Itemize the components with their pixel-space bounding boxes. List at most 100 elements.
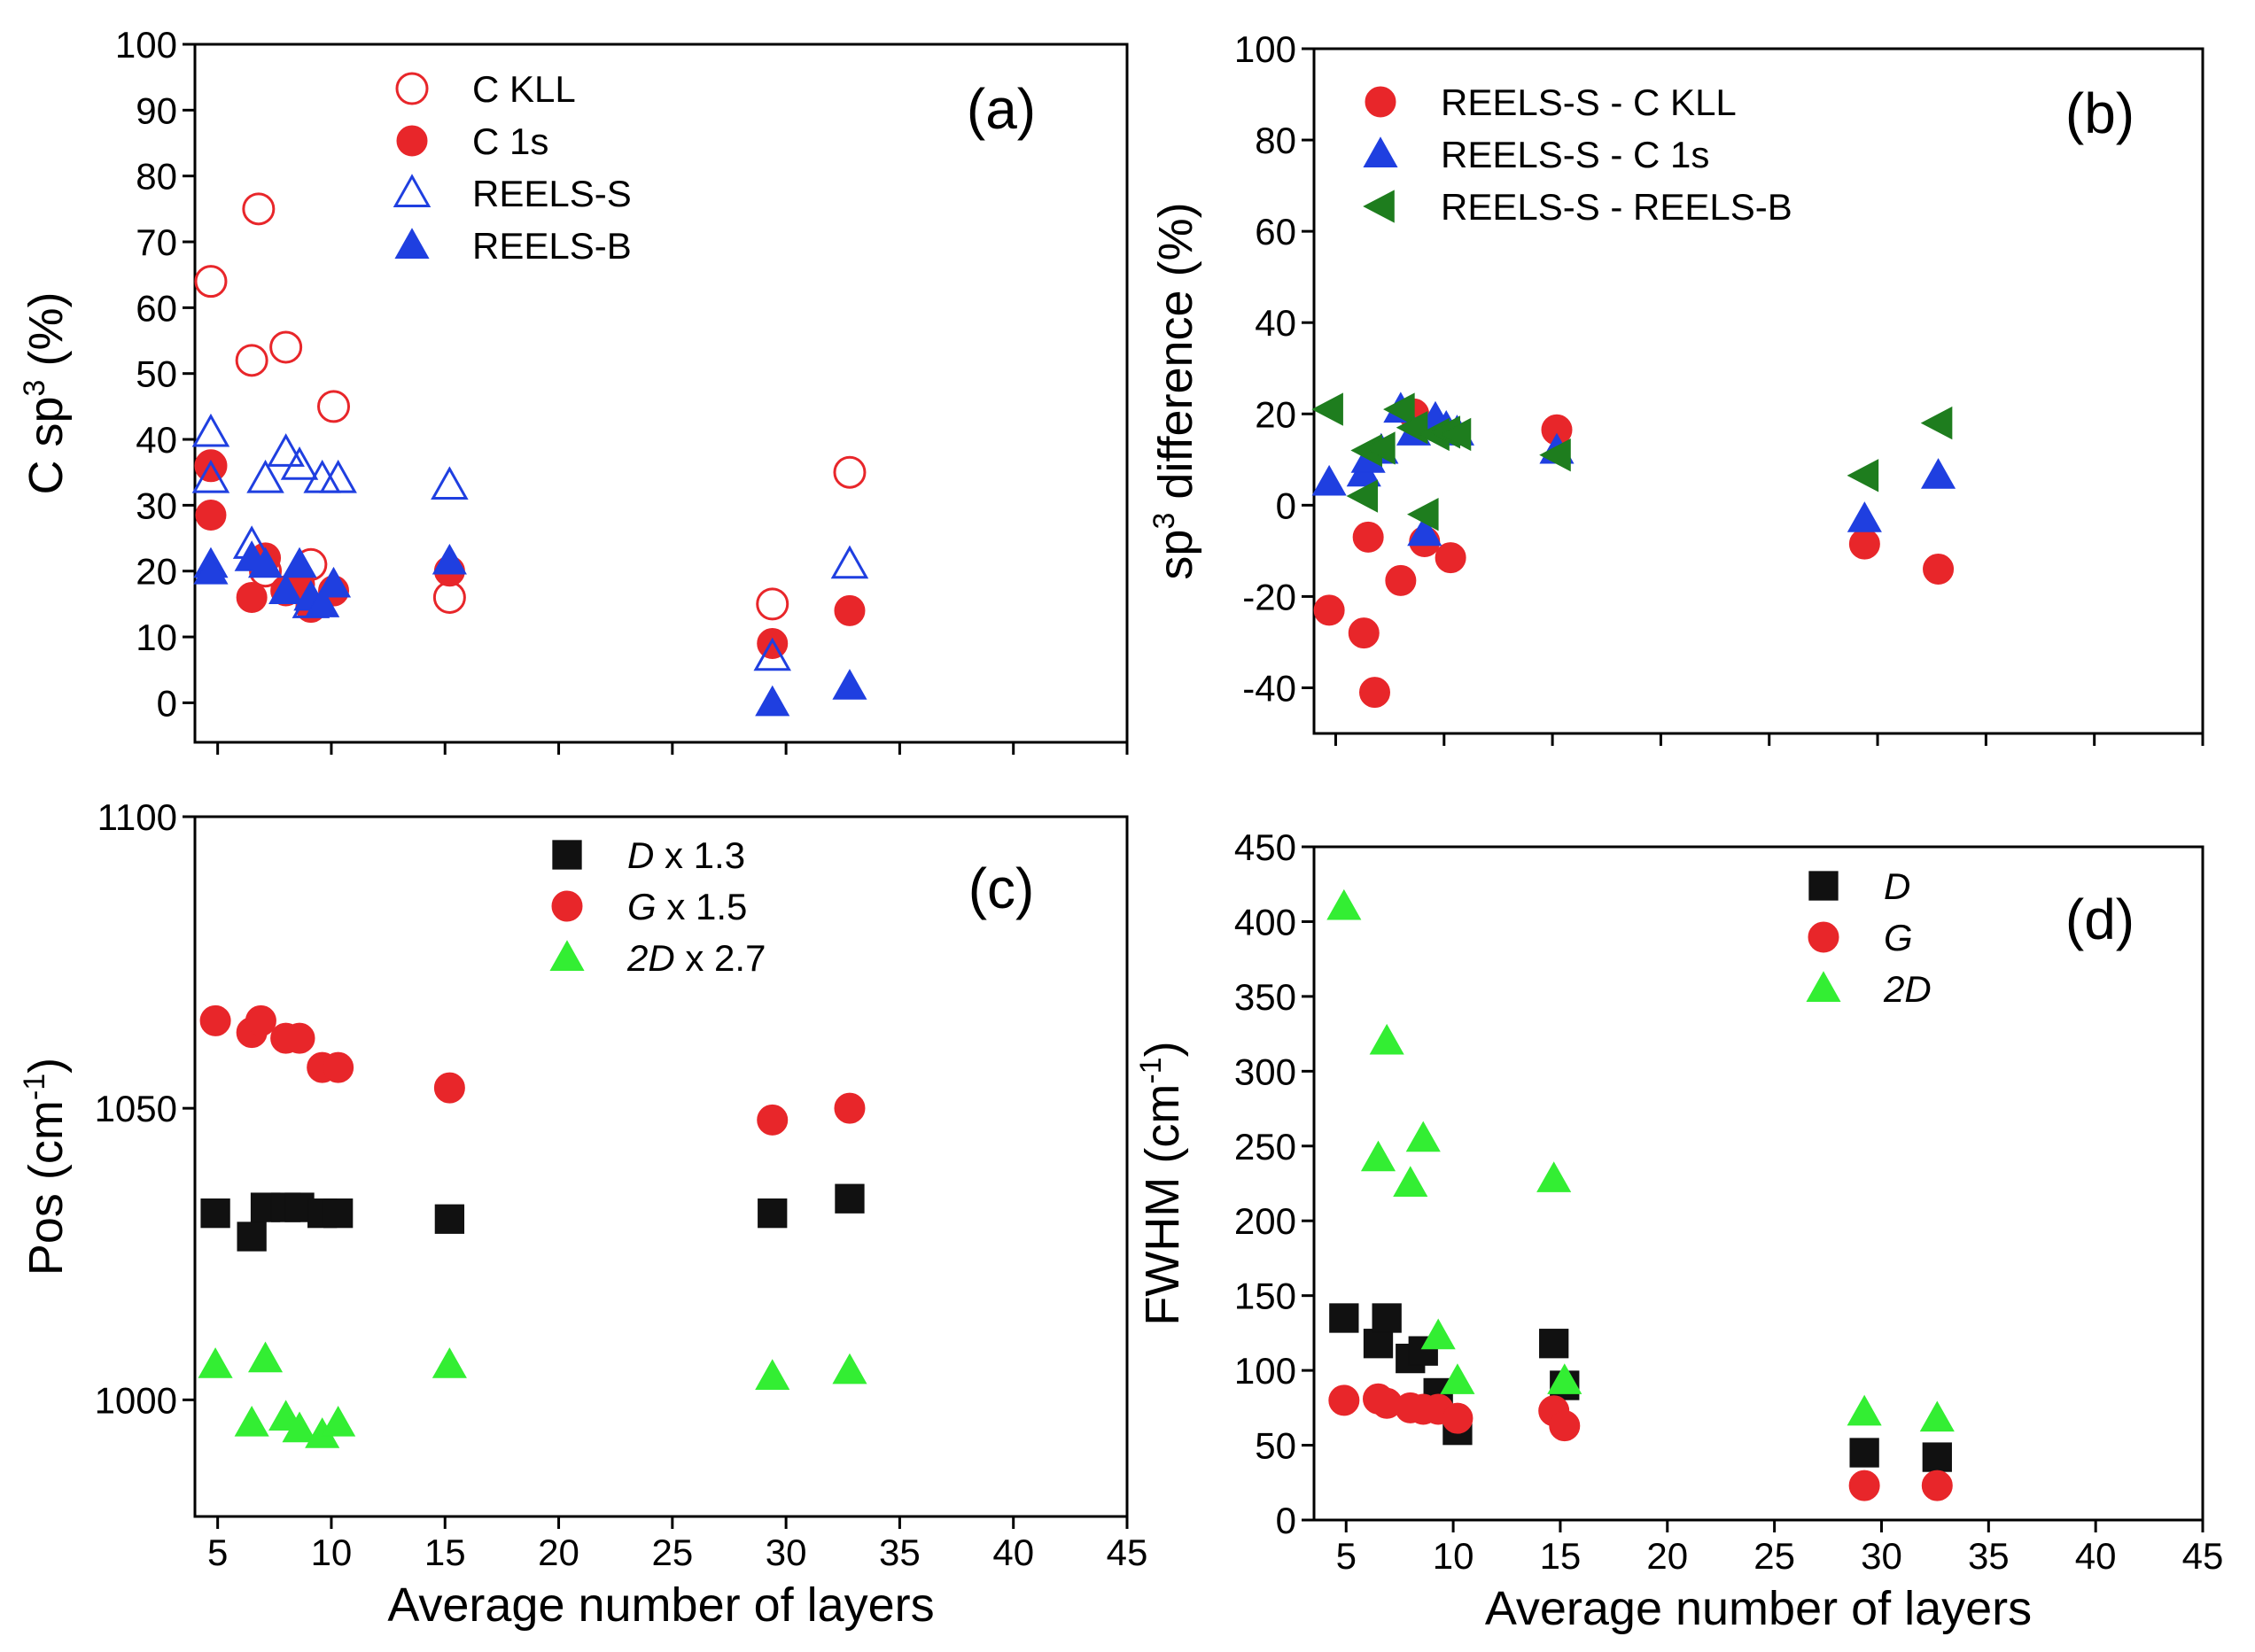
data-point [1406, 497, 1439, 531]
y-axis-title-sup: 3 [18, 380, 51, 397]
data-point [1313, 594, 1345, 626]
data-point [1326, 888, 1362, 920]
series-a-3 [193, 540, 867, 717]
legend-label: D x 1.3 [627, 834, 745, 876]
data-point [1439, 417, 1472, 452]
x-tick-label-d: 15 [1540, 1535, 1582, 1577]
legend-label-symbol: 2D [626, 937, 675, 979]
data-point [1407, 515, 1442, 547]
y-tick-label-a: 80 [136, 156, 177, 198]
legend-label-symbol: D [627, 834, 654, 876]
panel-label-b: (b) [2065, 81, 2134, 145]
x-tick-label-d: 5 [1336, 1535, 1357, 1577]
data-point [834, 1092, 866, 1124]
series-d-1 [1328, 1383, 1953, 1501]
legend-label: G x 1.5 [627, 886, 747, 927]
data-point [237, 1222, 267, 1252]
y-tick-label-b: -20 [1242, 576, 1296, 617]
legend-marker [396, 125, 428, 157]
data-point [305, 586, 340, 617]
plot-frame-a [193, 43, 1129, 744]
data-point [1352, 521, 1384, 553]
y-axis-title-sup: -1 [18, 1074, 51, 1100]
plot-frame-d [1312, 845, 2204, 1522]
series-b-2 [1311, 392, 1953, 531]
legend-label-symbol: G [627, 886, 657, 927]
plot-frame-c [193, 815, 1129, 1518]
data-point [753, 637, 791, 671]
data-point [1396, 411, 1428, 445]
data-point [245, 1004, 276, 1036]
legend-c: D x 1.3 G x 1.5 2D x 2.7 [549, 834, 766, 979]
x-axis-title-d: Average number of layers [1485, 1582, 2032, 1635]
plot-frame-b [1312, 47, 2204, 735]
x-tick-label-c: 35 [879, 1532, 921, 1573]
panel-label-a: (a) [967, 77, 1036, 141]
y-tick-label-b: 80 [1255, 120, 1296, 161]
data-point [1536, 1161, 1572, 1192]
y-tick-label-a: 70 [136, 221, 177, 263]
legend-marker [393, 174, 432, 207]
data-point [755, 685, 790, 717]
y-tick-label-a: 90 [136, 89, 177, 131]
legend-marker [394, 228, 430, 259]
data-point [434, 1204, 465, 1234]
data-point [1435, 542, 1466, 574]
panel-d: 5 10 15 20 25 30 35 40 4505010015020025030035040… [1134, 826, 2223, 1635]
data-point [235, 344, 268, 377]
data-point [247, 547, 284, 578]
y-tick-label-a: 60 [136, 287, 177, 329]
data-point [757, 627, 789, 659]
data-point [195, 500, 227, 531]
y-tick-label-a: 10 [136, 617, 177, 658]
y-tick-label-c: 1050 [95, 1088, 177, 1129]
y-tick-label-d: 100 [1234, 1350, 1296, 1392]
legend-label-symbol: 2D [1883, 968, 1932, 1010]
data-point [323, 1051, 354, 1083]
data-point [199, 1004, 231, 1036]
y-axis-title-a: C sp3 (%) [18, 292, 73, 495]
y-tick-label-a: 50 [136, 353, 177, 395]
y-tick-label-d: 200 [1234, 1200, 1296, 1242]
legend-label-suffix: x 1.5 [657, 886, 748, 927]
y-tick-label-d: 450 [1234, 826, 1296, 868]
y-axis-title-tail: ) [1136, 1041, 1189, 1057]
y-axis-title-tail: (%) [19, 292, 73, 380]
data-point [1922, 1442, 1952, 1472]
data-point [1920, 406, 1953, 440]
y-tick-label-d: 300 [1234, 1051, 1296, 1092]
data-point [1549, 1410, 1581, 1442]
legend-marker [1808, 921, 1839, 953]
x-axis-title-c: Average number of layers [387, 1578, 934, 1632]
y-tick-label-d: 350 [1234, 976, 1296, 1018]
data-point [284, 1022, 315, 1054]
data-point [1547, 1363, 1582, 1394]
data-point [431, 466, 469, 500]
legend-label-symbol: G [1884, 917, 1913, 958]
legend-label: REELS-S - C KLL [1441, 81, 1737, 123]
legend-label: 2D [1883, 968, 1932, 1010]
legend-label-symbol: D [1884, 865, 1910, 907]
legend-marker [395, 72, 429, 105]
data-point [1923, 553, 1955, 585]
y-tick-label-a: 40 [136, 419, 177, 461]
series-c-0 [200, 1183, 865, 1252]
y-tick-label-c: 1100 [97, 796, 177, 838]
y-axis-title-main: FWHM (cm [1136, 1084, 1189, 1326]
legend-label: G [1884, 917, 1913, 958]
legend-marker [1806, 971, 1841, 1002]
data-point [758, 1198, 788, 1229]
data-point [1360, 1140, 1396, 1172]
series-c-2 [198, 1341, 867, 1448]
data-point [832, 1353, 867, 1384]
data-point [1346, 479, 1379, 513]
y-tick-label-d: 250 [1234, 1126, 1296, 1167]
legend-label: D [1884, 865, 1910, 907]
data-point [755, 1359, 790, 1390]
data-point [1848, 528, 1880, 560]
y-axis-title-sup: -1 [1134, 1057, 1168, 1083]
data-point [1420, 1318, 1456, 1350]
data-point [1358, 677, 1390, 709]
data-point [234, 1405, 269, 1437]
